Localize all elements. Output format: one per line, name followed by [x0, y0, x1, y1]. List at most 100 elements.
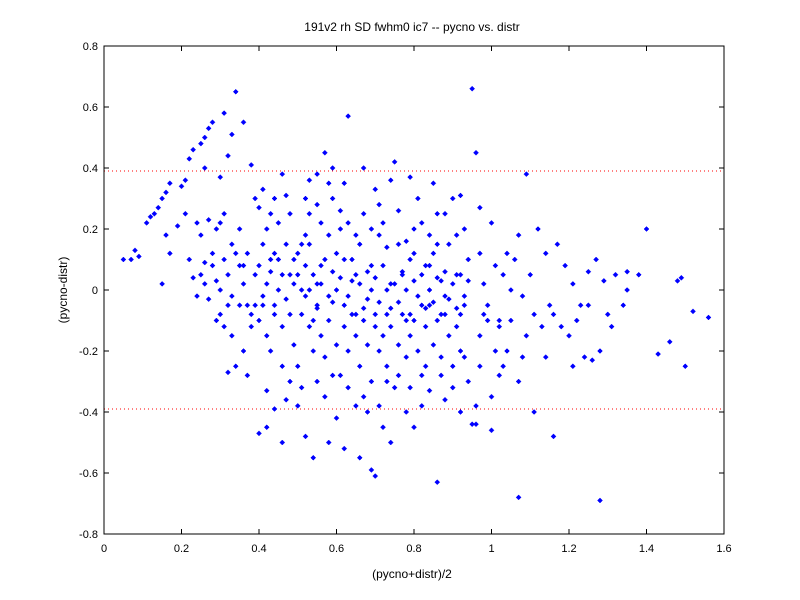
data-point	[562, 262, 568, 269]
data-point	[384, 244, 390, 251]
data-point	[488, 393, 495, 400]
y-tick-label: -0.8	[79, 529, 98, 541]
data-point	[453, 271, 460, 278]
data-point	[418, 372, 425, 379]
data-point	[384, 311, 390, 318]
data-point	[260, 302, 266, 309]
data-point	[418, 271, 425, 278]
data-point	[480, 281, 487, 287]
data-point	[500, 271, 506, 278]
data-point	[306, 241, 313, 248]
data-point	[399, 311, 406, 318]
data-point	[523, 171, 530, 177]
data-point	[477, 204, 483, 211]
data-point	[287, 378, 293, 385]
data-point	[337, 207, 344, 214]
data-point	[604, 311, 611, 318]
data-point	[190, 274, 196, 281]
data-point	[376, 299, 382, 306]
data-point	[430, 180, 437, 187]
data-point	[213, 226, 220, 232]
data-point	[209, 119, 216, 126]
data-point	[163, 232, 169, 238]
data-point	[271, 406, 278, 412]
data-point	[244, 302, 251, 309]
data-point	[221, 110, 227, 116]
data-point	[438, 277, 444, 284]
data-point	[407, 384, 413, 391]
data-point	[345, 293, 351, 299]
data-point	[434, 317, 441, 324]
data-point	[477, 332, 483, 339]
data-point	[275, 287, 282, 293]
data-point	[372, 473, 379, 479]
data-point	[294, 250, 301, 257]
data-point	[387, 323, 394, 330]
data-point	[380, 424, 386, 431]
data-point	[314, 305, 320, 312]
data-point	[473, 149, 479, 156]
data-point	[333, 250, 340, 257]
data-point	[391, 159, 398, 165]
data-point	[345, 113, 351, 120]
data-point	[302, 293, 309, 299]
data-point	[229, 241, 235, 248]
data-point	[387, 281, 394, 287]
data-point	[213, 277, 220, 284]
data-point	[353, 332, 359, 339]
data-point	[248, 323, 255, 330]
data-point	[263, 332, 270, 339]
data-point	[240, 262, 247, 269]
data-point	[256, 317, 262, 324]
data-point	[480, 311, 487, 318]
data-point	[159, 281, 165, 287]
y-tick-label: 0	[92, 285, 98, 297]
data-point	[550, 311, 557, 318]
data-point	[453, 232, 460, 238]
data-point	[120, 256, 127, 263]
data-point	[267, 210, 274, 217]
data-point	[585, 302, 592, 309]
data-point	[329, 195, 336, 202]
data-point	[260, 241, 266, 248]
data-point	[407, 256, 413, 263]
data-point	[690, 308, 696, 315]
data-point	[279, 439, 286, 446]
data-point	[345, 384, 351, 391]
data-point	[570, 363, 576, 370]
data-point	[372, 186, 379, 193]
data-point	[457, 192, 464, 199]
data-point	[387, 305, 394, 312]
data-point	[310, 454, 317, 461]
data-point	[461, 354, 468, 360]
data-point	[554, 241, 561, 248]
data-point	[325, 293, 332, 299]
data-point	[201, 134, 208, 141]
data-point	[240, 281, 247, 287]
data-point	[236, 302, 243, 309]
data-point	[442, 311, 448, 318]
data-point	[302, 195, 309, 202]
data-point	[155, 204, 162, 211]
data-point	[403, 238, 410, 245]
data-point	[635, 271, 642, 278]
data-point	[403, 317, 410, 324]
data-point	[469, 85, 475, 92]
plot-frame	[103, 45, 725, 535]
data-point	[360, 165, 367, 171]
data-point	[275, 220, 282, 226]
data-point	[508, 287, 514, 293]
data-point	[570, 281, 576, 287]
data-point	[492, 262, 499, 269]
data-point	[380, 262, 386, 269]
data-point	[418, 302, 425, 309]
data-point	[345, 220, 351, 226]
data-point	[322, 256, 328, 263]
data-point	[403, 287, 410, 293]
data-point	[515, 494, 522, 501]
data-point	[329, 165, 336, 171]
data-point	[221, 323, 227, 330]
data-point	[380, 332, 386, 339]
data-point	[360, 317, 367, 324]
data-point	[434, 274, 441, 281]
